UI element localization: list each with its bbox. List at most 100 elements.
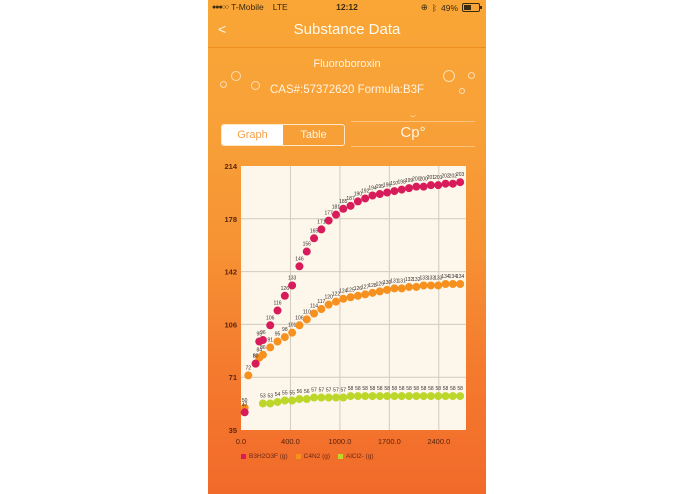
- chart-legend: B3H2O3F (g) C4N2 (g) AlCl2- (g): [241, 453, 373, 460]
- property-picker[interactable]: Cp°: [400, 124, 426, 141]
- battery-percent: 49%: [440, 2, 458, 13]
- tab-table[interactable]: Table: [300, 129, 327, 141]
- data-point: [258, 336, 267, 345]
- data-label: 57: [326, 388, 332, 394]
- data-point: [331, 297, 340, 306]
- data-point: [324, 216, 333, 225]
- data-point: [441, 392, 450, 401]
- data-point: [280, 333, 289, 342]
- back-button[interactable]: <: [218, 21, 227, 37]
- data-label: 131: [390, 278, 399, 284]
- data-point: [448, 179, 457, 188]
- data-point: [266, 321, 275, 330]
- data-point: [317, 305, 326, 314]
- data-label: 185: [339, 199, 348, 205]
- data-label: 58: [370, 386, 376, 392]
- data-point: [397, 284, 406, 293]
- data-label: 106: [266, 315, 275, 321]
- data-label: 124: [339, 289, 348, 295]
- data-label: 58: [399, 386, 405, 392]
- substance-info: CAS#:57372620 Formula:B3F: [269, 84, 425, 96]
- data-label: 133: [434, 275, 443, 281]
- bubble-decoration: [251, 81, 260, 90]
- y-tick-label: 214: [224, 162, 237, 171]
- data-label: 129: [376, 281, 385, 287]
- data-point: [390, 392, 399, 401]
- data-label: 58: [428, 386, 434, 392]
- cp-chart: 0.0 400.0 1000.0 1700.0 2400.0 35 71 106 142 178 2…: [224, 162, 466, 446]
- carrier-label: T-Mobile: [231, 2, 264, 12]
- data-label: 58: [362, 386, 368, 392]
- data-point: [383, 285, 392, 294]
- data-label: 58: [406, 386, 412, 392]
- data-label: 58: [384, 386, 390, 392]
- data-point: [273, 337, 282, 346]
- data-label: 57: [333, 388, 339, 394]
- y-tick-label: 178: [224, 215, 237, 224]
- substance-name: Fluoroboroxin: [313, 58, 381, 70]
- picker-divider: [351, 121, 475, 122]
- x-tick-label: 0.0: [236, 437, 246, 446]
- data-point: [295, 395, 304, 404]
- data-point: [368, 288, 377, 297]
- legend-label: C4N2 (g): [303, 453, 331, 460]
- y-tick-label: 142: [224, 268, 237, 277]
- data-label: 58: [355, 386, 361, 392]
- data-point: [273, 306, 282, 315]
- data-point: [288, 396, 297, 405]
- data-label: 199: [405, 178, 414, 184]
- data-label: 192: [361, 188, 370, 194]
- data-point: [266, 399, 275, 408]
- data-label: 58: [435, 386, 441, 392]
- data-point: [288, 281, 297, 290]
- legend-item[interactable]: C4N2 (g): [295, 453, 331, 460]
- bubble-decoration: [443, 70, 455, 82]
- network-label: LTE: [272, 2, 288, 12]
- data-point: [258, 399, 267, 408]
- data-label: 55: [289, 391, 295, 397]
- picker-divider: [351, 146, 475, 147]
- data-point: [441, 179, 450, 188]
- data-label: 80: [253, 354, 259, 360]
- data-label: 86: [260, 345, 266, 351]
- data-label: 131: [398, 278, 407, 284]
- data-label: 58: [443, 386, 449, 392]
- data-label: 57: [311, 388, 317, 394]
- legend-item[interactable]: B3H2O3F (g): [241, 453, 288, 460]
- data-point: [258, 350, 267, 359]
- data-label: 181: [332, 205, 341, 211]
- data-label: 202: [441, 174, 450, 180]
- data-label: 126: [281, 286, 290, 292]
- bubble-decoration: [231, 71, 241, 81]
- data-point: [361, 194, 370, 203]
- legend-item[interactable]: AlCl2- (g): [338, 453, 373, 460]
- data-label: 110: [303, 309, 311, 315]
- data-point: [310, 393, 319, 402]
- bubble-decoration: [220, 81, 227, 88]
- data-point: [317, 393, 326, 402]
- data-label: 58: [377, 386, 383, 392]
- data-point: [331, 393, 340, 402]
- data-label: 50: [242, 398, 248, 404]
- data-label: 128: [368, 283, 377, 289]
- data-point: [251, 359, 260, 368]
- data-point: [456, 392, 465, 401]
- data-point: [412, 182, 421, 191]
- data-label: 117: [317, 299, 325, 305]
- data-label: 200: [419, 177, 428, 183]
- data-label: 57: [340, 388, 346, 394]
- data-point: [390, 284, 399, 293]
- data-point: [375, 392, 384, 401]
- data-point: [419, 182, 428, 191]
- data-label: 72: [246, 365, 252, 371]
- data-point: [383, 392, 392, 401]
- data-label: 58: [421, 386, 427, 392]
- data-label: 126: [354, 286, 363, 292]
- data-label: 171: [317, 219, 326, 225]
- data-point: [346, 201, 355, 210]
- data-label: 116: [274, 301, 282, 307]
- legend-swatch: [241, 454, 246, 459]
- tab-graph[interactable]: Graph: [222, 125, 283, 145]
- data-label: 57: [319, 388, 325, 394]
- data-label: 134: [449, 274, 458, 280]
